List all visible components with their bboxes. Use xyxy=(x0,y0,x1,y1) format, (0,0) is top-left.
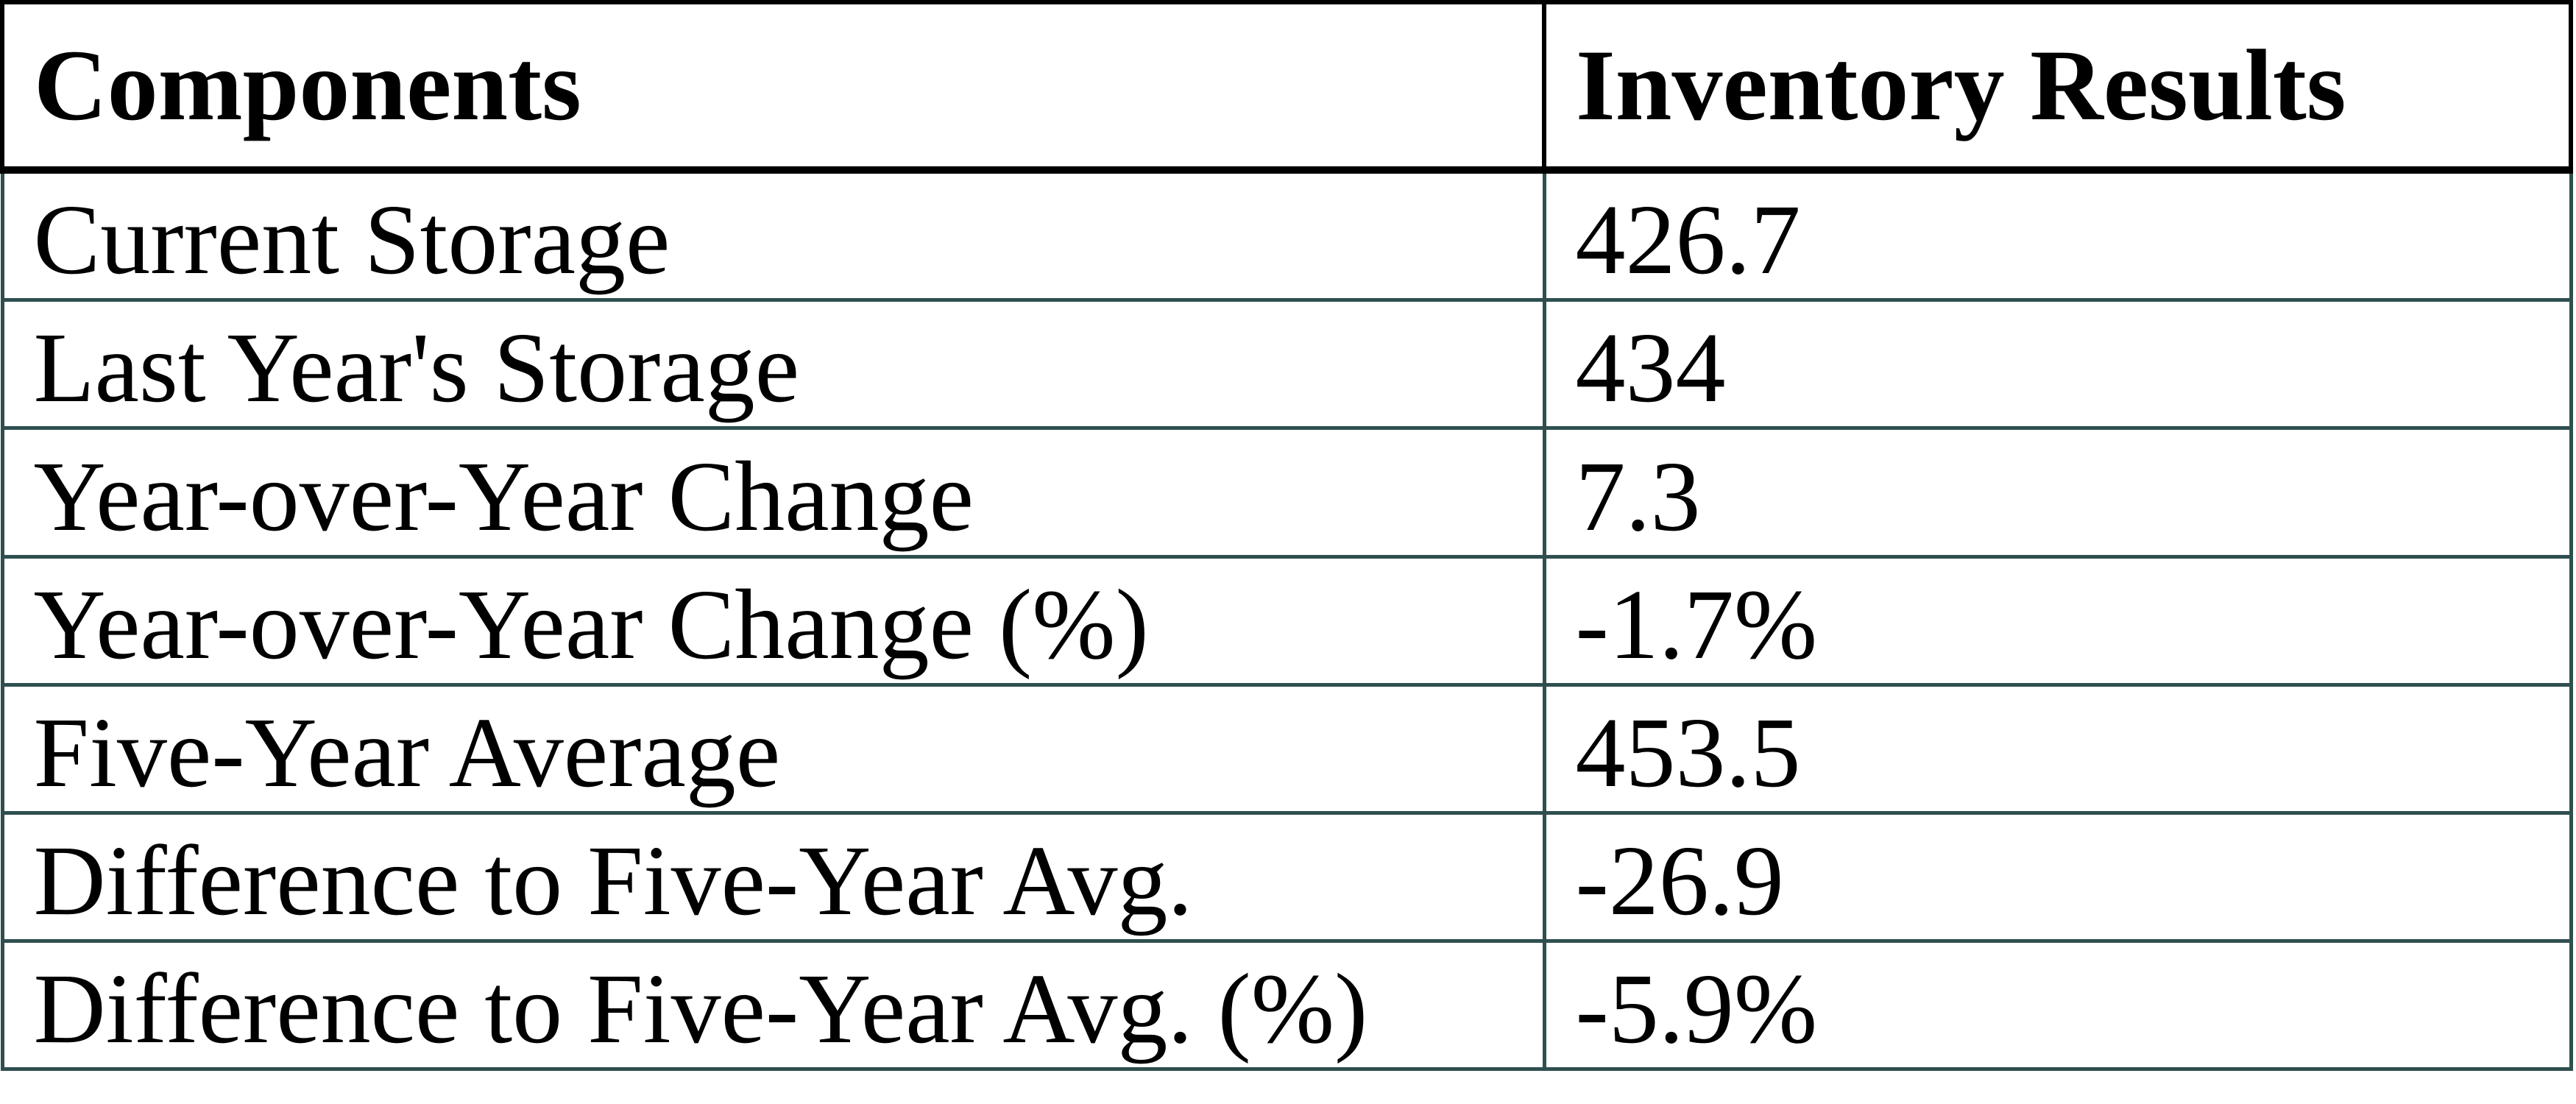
table-header: Components Inventory Results xyxy=(0,0,2573,174)
table-row: Current Storage 426.7 xyxy=(0,168,2573,302)
row-value: 434 xyxy=(1542,298,2573,431)
row-label: Year-over-Year Change (%) xyxy=(0,554,1546,687)
table-row: Difference to Five-Year Avg. -26.9 xyxy=(0,810,2573,943)
inventory-table: Components Inventory Results Current Sto… xyxy=(0,0,2573,1072)
row-label: Difference to Five-Year Avg. (%) xyxy=(0,938,1546,1072)
row-label: Year-over-Year Change xyxy=(0,426,1546,559)
table-row: Difference to Five-Year Avg. (%) -5.9% xyxy=(0,938,2573,1072)
row-value: 453.5 xyxy=(1542,682,2573,815)
table-row: Five-Year Average 453.5 xyxy=(0,682,2573,815)
header-row: Components Inventory Results xyxy=(0,0,2573,174)
row-value: -26.9 xyxy=(1542,810,2573,943)
row-label: Current Storage xyxy=(0,168,1546,302)
table-row: Year-over-Year Change (%) -1.7% xyxy=(0,554,2573,687)
table-row: Year-over-Year Change 7.3 xyxy=(0,426,2573,559)
column-header-inventory-results: Inventory Results xyxy=(1542,0,2573,174)
row-value: -1.7% xyxy=(1542,554,2573,687)
row-label: Difference to Five-Year Avg. xyxy=(0,810,1546,943)
table-row: Last Year's Storage 434 xyxy=(0,298,2573,431)
row-value: 7.3 xyxy=(1542,426,2573,559)
row-label: Five-Year Average xyxy=(0,682,1546,815)
table-body: Current Storage 426.7 Last Year's Storag… xyxy=(0,168,2573,1072)
row-value: 426.7 xyxy=(1542,168,2573,302)
row-label: Last Year's Storage xyxy=(0,298,1546,431)
column-header-components: Components xyxy=(0,0,1546,174)
row-value: -5.9% xyxy=(1542,938,2573,1072)
